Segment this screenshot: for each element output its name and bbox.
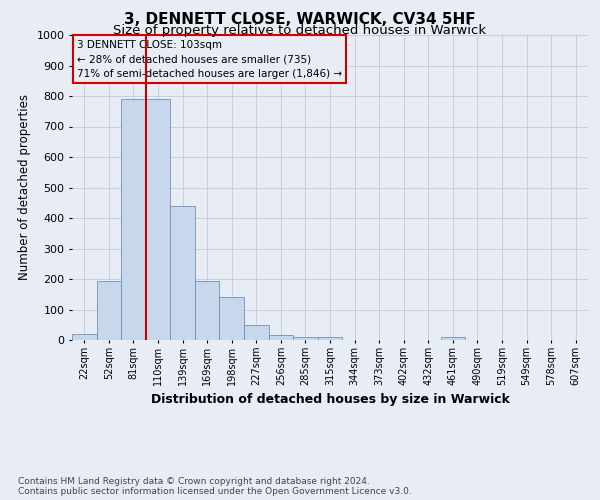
Text: 3 DENNETT CLOSE: 103sqm
← 28% of detached houses are smaller (735)
71% of semi-d: 3 DENNETT CLOSE: 103sqm ← 28% of detache…	[77, 40, 342, 79]
Bar	[318, 337, 342, 340]
Bar	[220, 298, 244, 340]
Text: 3, DENNETT CLOSE, WARWICK, CV34 5HF: 3, DENNETT CLOSE, WARWICK, CV34 5HF	[124, 12, 476, 28]
Y-axis label: Number of detached properties: Number of detached properties	[18, 94, 31, 280]
Bar	[269, 336, 293, 340]
Bar	[440, 337, 465, 340]
Bar	[121, 99, 146, 340]
Bar	[195, 280, 220, 340]
Text: Contains HM Land Registry data © Crown copyright and database right 2024.
Contai: Contains HM Land Registry data © Crown c…	[18, 476, 412, 496]
Bar	[170, 206, 195, 340]
Bar	[293, 337, 318, 340]
X-axis label: Distribution of detached houses by size in Warwick: Distribution of detached houses by size …	[151, 394, 509, 406]
Bar	[97, 280, 121, 340]
Text: Size of property relative to detached houses in Warwick: Size of property relative to detached ho…	[113, 24, 487, 37]
Bar	[72, 334, 97, 340]
Bar	[244, 325, 269, 340]
Bar	[146, 99, 170, 340]
